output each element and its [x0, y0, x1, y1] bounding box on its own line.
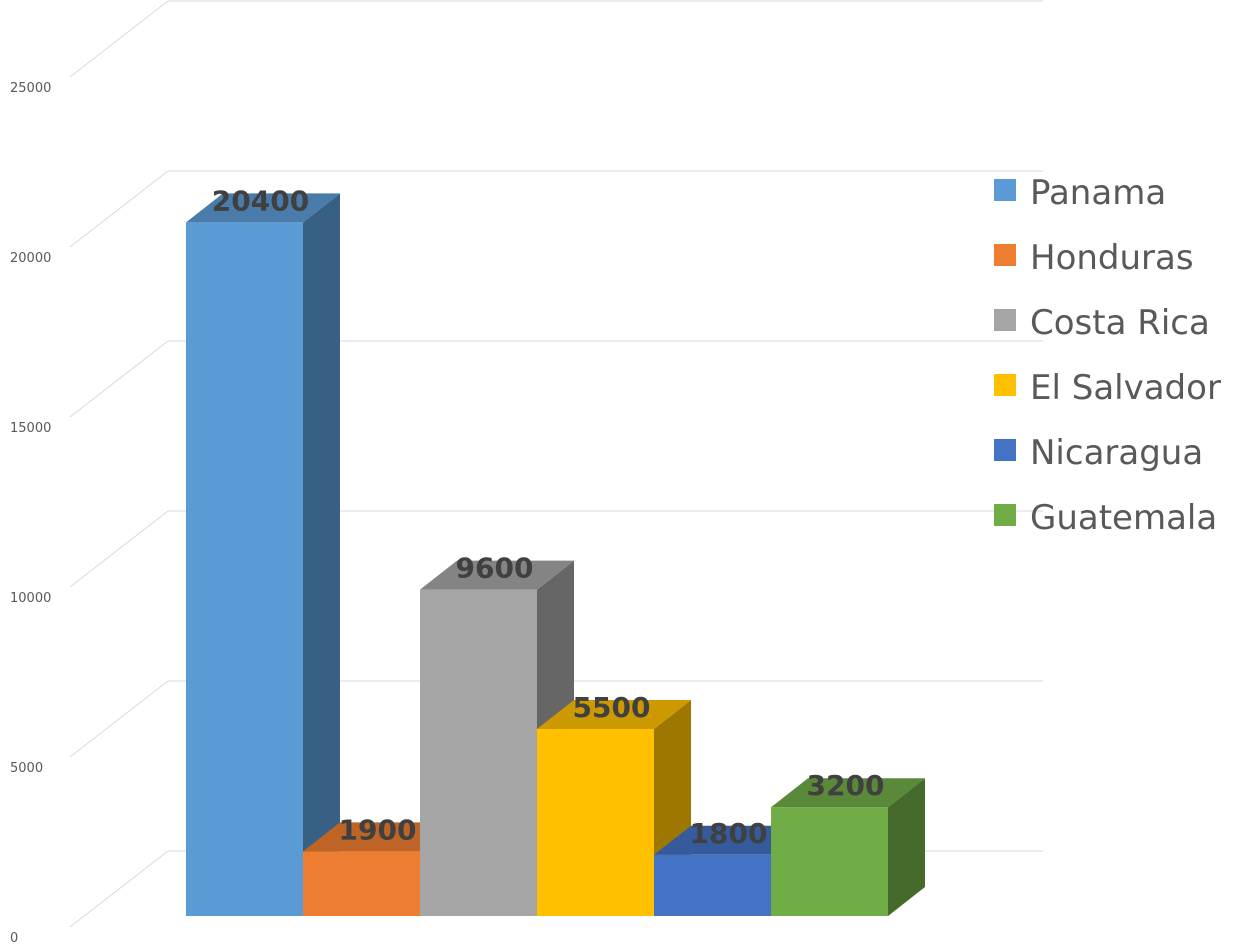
- data-label: 20400: [212, 184, 309, 217]
- legend-item: Panama: [994, 173, 1166, 213]
- bar-el-salvador: [537, 700, 691, 916]
- bar-side: [888, 778, 925, 916]
- legend-label: Panama: [1030, 173, 1166, 213]
- bar-front: [771, 807, 888, 916]
- legend-item: El Salvador: [994, 368, 1221, 408]
- data-label: 1800: [690, 817, 768, 850]
- side-wall-gridline: [69, 0, 169, 78]
- data-label: 1900: [339, 813, 417, 846]
- side-wall-gridline: [69, 340, 169, 418]
- data-label: 5500: [573, 691, 651, 724]
- bar-top: [654, 825, 808, 855]
- bar-front: [186, 222, 303, 916]
- y-tick-label: 10000: [10, 591, 51, 606]
- data-labels: 20400 1900 9600 5500 1800 3200: [212, 184, 885, 849]
- y-tick-label: 0: [10, 931, 18, 946]
- legend-label: El Salvador: [1030, 368, 1221, 408]
- legend-item: Honduras: [994, 238, 1194, 278]
- legend-label: Costa Rica: [1030, 303, 1210, 343]
- bar-top: [420, 560, 574, 590]
- bar-panama: [186, 193, 340, 916]
- legend-item: Nicaragua: [994, 433, 1203, 473]
- bar-top: [186, 193, 340, 223]
- legend-swatch: [994, 244, 1016, 266]
- bar-top: [537, 700, 691, 729]
- data-label: 3200: [807, 769, 885, 802]
- legend-label: Honduras: [1030, 238, 1194, 278]
- legend-item: Costa Rica: [994, 303, 1210, 343]
- data-label: 9600: [456, 552, 534, 585]
- legend-swatch: [994, 179, 1016, 201]
- y-tick-label: 5000: [10, 761, 43, 776]
- legend: Panama Honduras Costa Rica El Salvador Nicar…: [994, 173, 1221, 538]
- side-wall-gridline: [69, 850, 169, 928]
- bar-front: [303, 851, 420, 916]
- bar-front: [420, 589, 537, 916]
- bar-front: [537, 729, 654, 916]
- y-tick-label: 20000: [10, 251, 51, 266]
- legend-swatch: [994, 439, 1016, 461]
- legend-item: Guatemala: [994, 498, 1217, 538]
- y-tick-label: 25000: [10, 81, 51, 96]
- legend-swatch: [994, 374, 1016, 396]
- side-wall-gridline: [69, 680, 169, 758]
- side-wall-gridline: [69, 510, 169, 588]
- y-axis-tick-labels: 0 5000 10000 15000 20000 25000: [10, 81, 51, 946]
- legend-swatch: [994, 309, 1016, 331]
- legend-label: Nicaragua: [1030, 433, 1203, 473]
- y-tick-label: 15000: [10, 421, 51, 436]
- legend-label: Guatemala: [1030, 498, 1217, 538]
- bar-top: [771, 778, 925, 808]
- bar-top: [303, 822, 457, 852]
- legend-swatch: [994, 504, 1016, 526]
- bar-side: [303, 193, 340, 916]
- bar-guatemala: [771, 778, 925, 916]
- bar-front: [654, 854, 771, 916]
- side-wall-gridline: [69, 170, 169, 248]
- bars: [186, 193, 925, 916]
